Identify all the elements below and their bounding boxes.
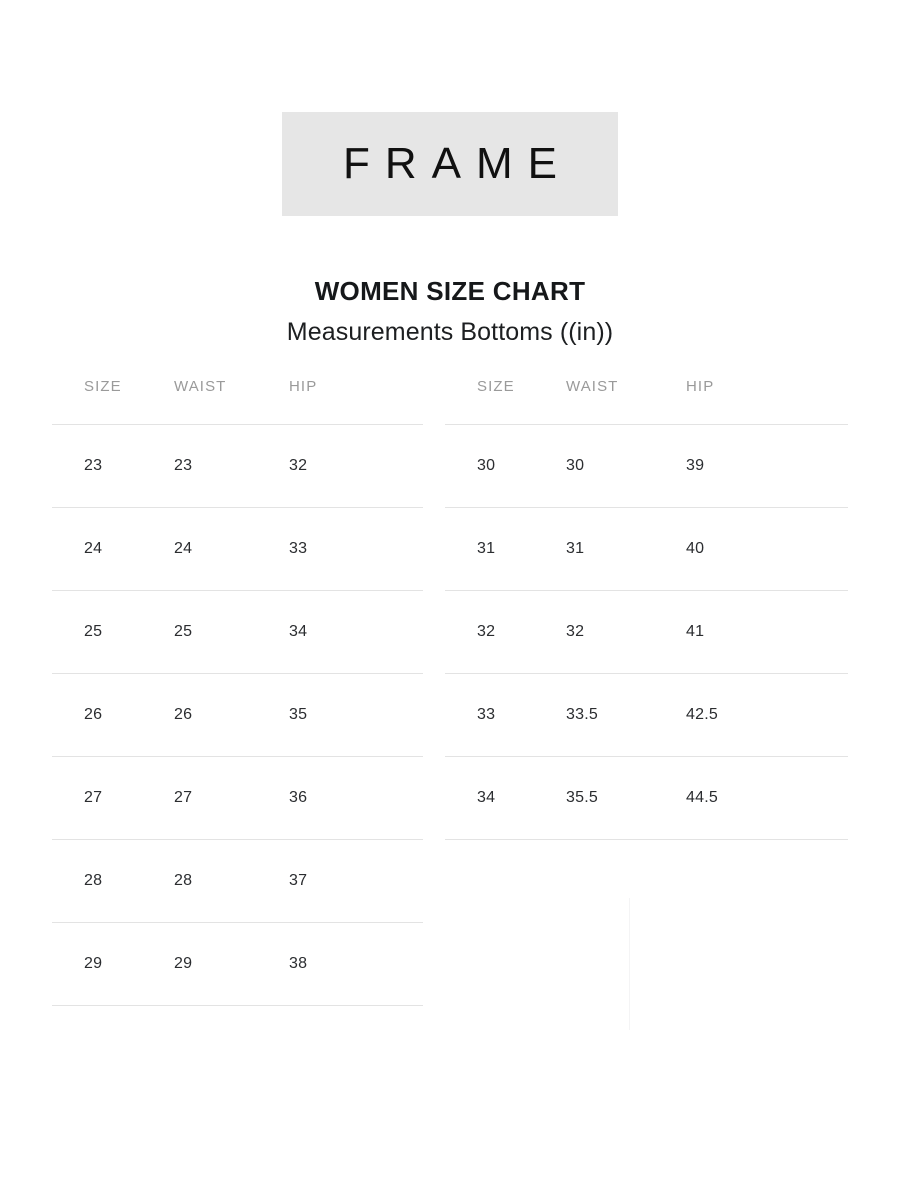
cell-waist: 31: [566, 540, 585, 557]
cell-size: 28: [84, 872, 103, 889]
cell-size: 27: [84, 789, 103, 806]
cell-size: 25: [84, 623, 103, 640]
table-header-row: SIZE WAIST HIP: [52, 368, 423, 425]
table-row: 23 23 32: [52, 425, 423, 508]
vertical-divider-artifact: [629, 898, 630, 1030]
brand-logo-container: FRAME: [282, 112, 618, 216]
cell-hip: 39: [686, 457, 705, 474]
cell-hip: 44.5: [686, 789, 718, 806]
size-table-right: SIZE WAIST HIP 30 30 39 31 31 40 32 32 4…: [445, 368, 848, 840]
column-header-size: SIZE: [84, 378, 122, 395]
table-row: 32 32 41: [445, 591, 848, 674]
table-row: 30 30 39: [445, 425, 848, 508]
column-header-size: SIZE: [477, 378, 515, 395]
table-row: 27 27 36: [52, 757, 423, 840]
table-header-row: SIZE WAIST HIP: [445, 368, 848, 425]
table-row: 31 31 40: [445, 508, 848, 591]
cell-size: 32: [477, 623, 496, 640]
cell-waist: 33.5: [566, 706, 598, 723]
cell-size: 30: [477, 457, 496, 474]
cell-hip: 37: [289, 872, 308, 889]
cell-size: 34: [477, 789, 496, 806]
cell-hip: 40: [686, 540, 705, 557]
table-row: 33 33.5 42.5: [445, 674, 848, 757]
cell-waist: 29: [174, 955, 193, 972]
cell-waist: 23: [174, 457, 193, 474]
cell-waist: 35.5: [566, 789, 598, 806]
cell-hip: 34: [289, 623, 308, 640]
table-row: 26 26 35: [52, 674, 423, 757]
table-row: 24 24 33: [52, 508, 423, 591]
cell-waist: 30: [566, 457, 585, 474]
cell-waist: 26: [174, 706, 193, 723]
cell-hip: 38: [289, 955, 308, 972]
column-header-hip: HIP: [686, 378, 715, 395]
page-subtitle: Measurements Bottoms ((in)): [286, 318, 614, 346]
cell-hip: 33: [289, 540, 308, 557]
cell-waist: 32: [566, 623, 585, 640]
cell-waist: 28: [174, 872, 193, 889]
cell-hip: 42.5: [686, 706, 718, 723]
table-row: 28 28 37: [52, 840, 423, 923]
table-row: 25 25 34: [52, 591, 423, 674]
cell-size: 31: [477, 540, 496, 557]
column-header-hip: HIP: [289, 378, 318, 395]
column-header-waist: WAIST: [174, 378, 227, 395]
cell-hip: 41: [686, 623, 705, 640]
table-row: 29 29 38: [52, 923, 423, 1006]
cell-hip: 32: [289, 457, 308, 474]
brand-logo-text: FRAME: [343, 139, 572, 188]
cell-size: 26: [84, 706, 103, 723]
cell-waist: 27: [174, 789, 193, 806]
cell-size: 33: [477, 706, 496, 723]
table-row: 34 35.5 44.5: [445, 757, 848, 840]
cell-size: 29: [84, 955, 103, 972]
column-header-waist: WAIST: [566, 378, 619, 395]
cell-size: 24: [84, 540, 103, 557]
cell-hip: 35: [289, 706, 308, 723]
page-title: WOMEN SIZE CHART: [314, 276, 586, 306]
size-table-left: SIZE WAIST HIP 23 23 32 24 24 33 25 25 3…: [52, 368, 423, 1006]
cell-waist: 24: [174, 540, 193, 557]
cell-size: 23: [84, 457, 103, 474]
cell-waist: 25: [174, 623, 193, 640]
cell-hip: 36: [289, 789, 308, 806]
